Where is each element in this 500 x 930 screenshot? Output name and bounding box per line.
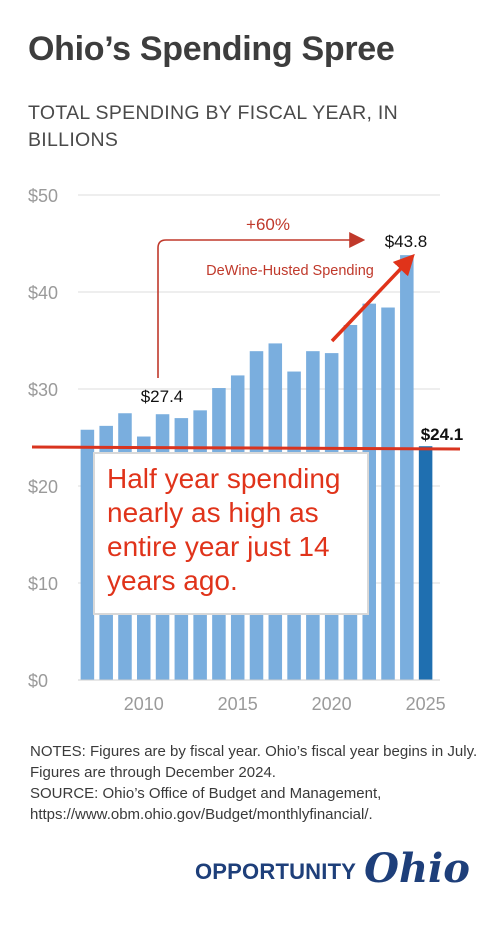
opportunity-ohio-logo: OPPORTUNITY Ohio [195, 845, 470, 892]
bar-2025 [418, 446, 433, 680]
logo-script: Ohio [364, 844, 470, 892]
chart-subtitle: TOTAL SPENDING BY FISCAL YEAR, IN BILLIO… [28, 102, 399, 151]
spending-bar-chart: $0 $10 $20 $30 $40 $50 2010 2015 2020 2025 +60% D… [28, 186, 464, 714]
callout-text: Half year spending nearly as high as ent… [107, 463, 341, 596]
growth-label: +60% [246, 215, 290, 234]
label-2011-value: $27.4 [141, 387, 184, 406]
chart-title: Ohio’s Spending Spree [28, 30, 395, 68]
y-tick-label: $20 [28, 477, 58, 497]
growth-bracket-line [157, 232, 366, 378]
bar-2024 [400, 255, 414, 680]
dewine-label: DeWine-Husted Spending [206, 263, 374, 279]
label-2024-value: $43.8 [385, 232, 428, 251]
x-tick-label: 2025 [406, 694, 446, 714]
label-2025-value: $24.1 [421, 425, 464, 444]
reference-line [31, 445, 461, 451]
y-tick-label: $40 [28, 283, 58, 303]
y-tick-label: $10 [28, 574, 58, 594]
bar-2023 [381, 307, 395, 680]
notes-block: NOTES: Figures are by fiscal year. Ohio’… [30, 741, 480, 825]
y-tick-label: $30 [28, 380, 58, 400]
x-tick-label: 2015 [218, 694, 258, 714]
source-text: SOURCE: Ohio’s Office of Budget and Mana… [30, 785, 382, 823]
y-tick-label: $50 [28, 186, 58, 206]
x-tick-label: 2010 [124, 694, 164, 714]
logo-wordmark: OPPORTUNITY [195, 859, 357, 884]
bar-2007 [80, 429, 95, 680]
dewine-trend-arrow [330, 253, 415, 343]
notes-text: NOTES: Figures are by fiscal year. Ohio’… [30, 743, 478, 781]
x-tick-label: 2020 [312, 694, 352, 714]
callout-box [93, 452, 369, 615]
y-tick-label: $0 [28, 671, 48, 691]
